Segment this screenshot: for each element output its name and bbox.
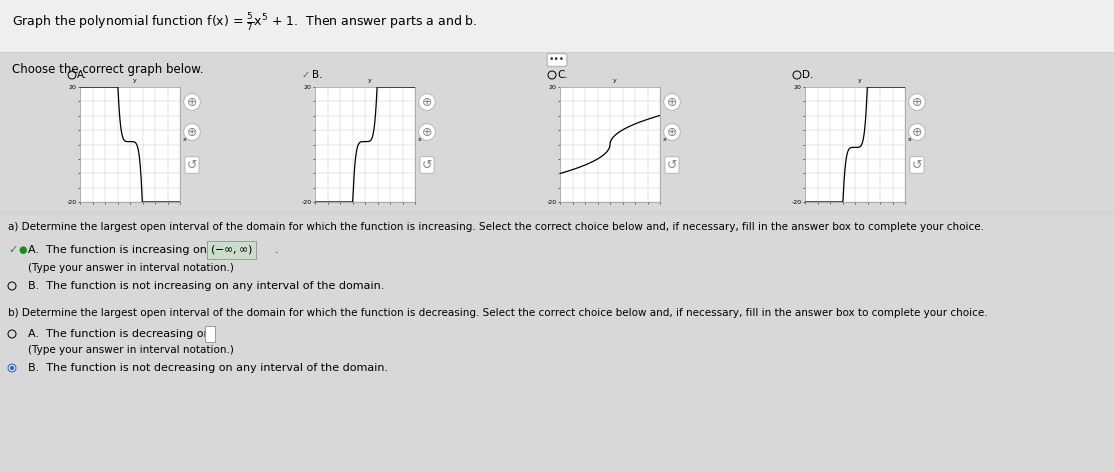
Text: A.: A.: [77, 70, 87, 80]
Text: .: .: [275, 245, 278, 255]
Text: x: x: [183, 137, 187, 142]
Text: ⊕: ⊕: [187, 95, 197, 109]
Text: (Type your answer in interval notation.): (Type your answer in interval notation.): [28, 345, 234, 355]
Text: ⊕: ⊕: [911, 126, 922, 138]
Text: y: y: [133, 78, 136, 83]
Text: ↺: ↺: [422, 159, 432, 171]
Text: •••: •••: [549, 56, 565, 65]
Text: ⊕: ⊕: [422, 95, 432, 109]
Text: y: y: [858, 78, 861, 83]
Text: ●: ●: [18, 245, 27, 255]
Text: B.: B.: [312, 70, 322, 80]
FancyBboxPatch shape: [0, 0, 1114, 52]
Text: ⊕: ⊕: [911, 95, 922, 109]
Text: y: y: [368, 78, 371, 83]
Text: ↺: ↺: [911, 159, 922, 171]
Text: B.  The function is not decreasing on any interval of the domain.: B. The function is not decreasing on any…: [28, 363, 388, 373]
Text: ⊕: ⊕: [422, 126, 432, 138]
Text: x: x: [663, 137, 667, 142]
Text: y: y: [613, 78, 616, 83]
Text: ✓: ✓: [8, 245, 18, 255]
Text: C.: C.: [557, 70, 568, 80]
Text: Graph the polynomial function f(x) = $\frac{5}{7}$x$^5$ + 1.  Then answer parts : Graph the polynomial function f(x) = $\f…: [12, 11, 478, 33]
Text: a) Determine the largest open interval of the domain for which the function is i: a) Determine the largest open interval o…: [8, 222, 984, 232]
Text: B.  The function is not increasing on any interval of the domain.: B. The function is not increasing on any…: [28, 281, 384, 291]
Text: ↺: ↺: [187, 159, 197, 171]
Text: A.  The function is increasing on: A. The function is increasing on: [28, 245, 207, 255]
Text: D.: D.: [802, 70, 813, 80]
Text: ⊕: ⊕: [187, 126, 197, 138]
Text: ⊕: ⊕: [667, 95, 677, 109]
Circle shape: [10, 366, 14, 370]
Text: ↺: ↺: [667, 159, 677, 171]
Text: A.  The function is decreasing on: A. The function is decreasing on: [28, 329, 211, 339]
Text: b) Determine the largest open interval of the domain for which the function is d: b) Determine the largest open interval o…: [8, 308, 988, 318]
Text: x: x: [908, 137, 912, 142]
Text: $(-\infty,\infty)$: $(-\infty,\infty)$: [211, 244, 253, 256]
Text: ⊕: ⊕: [667, 126, 677, 138]
Text: (Type your answer in interval notation.): (Type your answer in interval notation.): [28, 263, 234, 273]
Text: x: x: [418, 137, 422, 142]
Text: ✓: ✓: [302, 70, 310, 80]
Text: Choose the correct graph below.: Choose the correct graph below.: [12, 64, 204, 76]
